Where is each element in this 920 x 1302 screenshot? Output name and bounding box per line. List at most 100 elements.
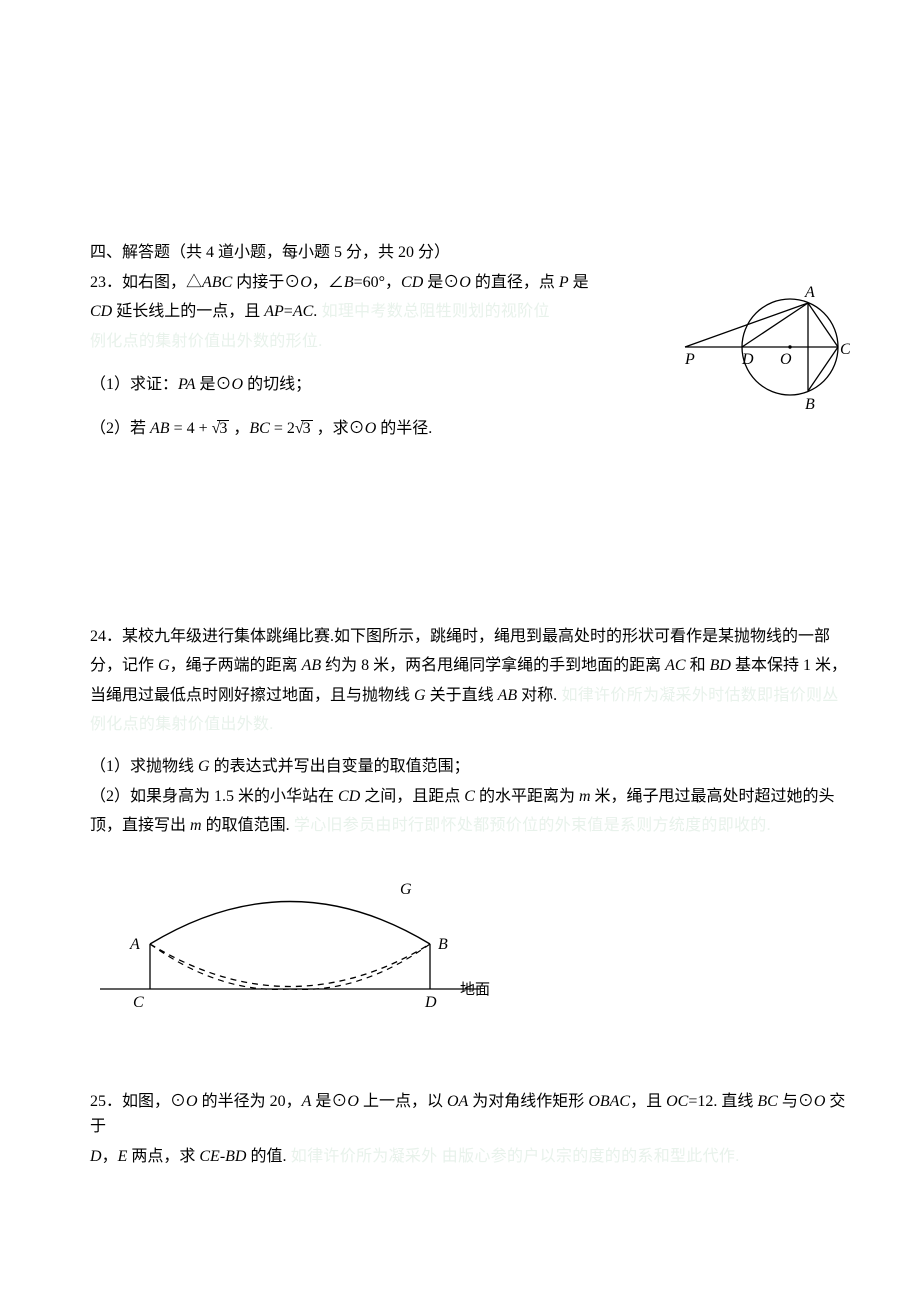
- t: 的水平距离为: [475, 788, 579, 805]
- t: AP: [264, 303, 284, 320]
- t: 23．如右图，△: [90, 274, 202, 291]
- p24-sub2-l2: 顶，直接写出 m 的取值范围. 学心旧参员由时行即怀处都预价位的外束值是系则方统…: [90, 813, 850, 839]
- t: 两点，求: [127, 1148, 199, 1165]
- t: O: [186, 1093, 198, 1110]
- t: O: [347, 1093, 359, 1110]
- watermark: 如律许价所为凝采外时估数即指价则丛: [557, 687, 838, 704]
- t: = 4 +: [170, 420, 212, 437]
- watermark: 例化点的集射价值出外数.: [90, 716, 274, 733]
- t: ，求⊙: [313, 420, 365, 437]
- t: OC: [666, 1093, 688, 1110]
- t: ，且: [630, 1093, 666, 1110]
- watermark: 学心旧参员由时行即怀处都预价位的外束值是系则方统度的即收的.: [290, 817, 771, 834]
- label-A: A: [129, 936, 140, 953]
- t: 上一点，以: [359, 1093, 447, 1110]
- t: OA: [447, 1093, 468, 1110]
- t: O: [459, 274, 471, 291]
- t: ，: [102, 1148, 118, 1165]
- p25-line1: 25．如图，⊙O 的半径为 20，A 是⊙O 上一点，以 OA 为对角线作矩形 …: [90, 1089, 850, 1140]
- t: 基本保持 1 米，: [731, 657, 847, 674]
- t: D: [90, 1148, 102, 1165]
- t: 约为 8 米，两名甩绳同学拿绳的手到地面的距离: [321, 657, 665, 674]
- label-A: A: [804, 284, 815, 301]
- t: 的直径，点: [471, 274, 559, 291]
- p24-sub2-l1: （2）如果身高为 1.5 米的小华站在 CD 之间，且距点 C 的水平距离为 m…: [90, 784, 850, 810]
- p24-sub1: （1）求抛物线 G 的表达式并写出自变量的取值范围；: [90, 754, 850, 780]
- label-D: D: [424, 994, 437, 1011]
- t: G: [414, 687, 426, 704]
- t: AC: [293, 303, 313, 320]
- t: 是⊙: [423, 274, 459, 291]
- t: ，: [229, 420, 249, 437]
- t: 的半径.: [376, 420, 432, 437]
- label-G: G: [400, 881, 412, 898]
- t: 米，绳子甩过最高处时超过她的头: [591, 788, 835, 805]
- t: 的半径为 20，: [198, 1093, 302, 1110]
- t: （1）求抛物线: [90, 758, 198, 775]
- t: ，绳子两端的距离: [170, 657, 302, 674]
- t: 顶，直接写出: [90, 817, 190, 834]
- t: BD: [225, 1148, 246, 1165]
- t: 3: [217, 420, 229, 437]
- p23-sub1: （1）求证：PA 是⊙O 的切线；: [90, 372, 620, 398]
- t: ABC: [202, 274, 232, 291]
- t: B: [344, 274, 354, 291]
- t: C: [464, 788, 475, 805]
- t: 与⊙: [778, 1093, 814, 1110]
- t: AB: [498, 687, 518, 704]
- p25-line2: D，E 两点，求 CE-BD 的值. 如律许价所为凝采外 由版心参的户以宗的度的…: [90, 1144, 850, 1170]
- t: 的切线；: [243, 376, 311, 393]
- t: CD: [338, 788, 360, 805]
- t: 是: [569, 274, 589, 291]
- t: AB: [302, 657, 322, 674]
- t: 内接于⊙: [232, 274, 300, 291]
- t: m: [190, 817, 202, 834]
- t: 是⊙: [311, 1093, 347, 1110]
- t: E: [118, 1148, 128, 1165]
- t: 是⊙: [196, 376, 232, 393]
- spacer: [90, 454, 850, 624]
- t: 和: [686, 657, 710, 674]
- problem-25: 25．如图，⊙O 的半径为 20，A 是⊙O 上一点，以 OA 为对角线作矩形 …: [90, 1089, 850, 1170]
- t: =60°，: [354, 274, 401, 291]
- spacer: [90, 742, 850, 754]
- t: AC: [665, 657, 685, 674]
- label-D: D: [741, 351, 754, 368]
- page-content: 四、解答题（共 4 道小题，每小题 5 分，共 20 分） 23．如右图，△AB…: [90, 240, 850, 1174]
- label-C: C: [133, 994, 144, 1011]
- t: O: [814, 1093, 826, 1110]
- p24-wm-line: 例化点的集射价值出外数.: [90, 712, 850, 738]
- t: 的取值范围.: [202, 817, 290, 834]
- p23-line1: 23．如右图，△ABC 内接于⊙O，∠B=60°，CD 是⊙O 的直径，点 P …: [90, 270, 620, 296]
- problem-23: 23．如右图，△ABC 内接于⊙O，∠B=60°，CD 是⊙O 的直径，点 P …: [90, 270, 620, 442]
- watermark: 如律许价所为凝采外 由版心参的户以宗的度的的系和型此代作.: [287, 1148, 740, 1165]
- label-B: B: [438, 936, 448, 953]
- t: 之间，且距点: [360, 788, 464, 805]
- t: （2）如果身高为 1.5 米的小华站在: [90, 788, 338, 805]
- t: 3: [301, 420, 313, 437]
- t: O: [300, 274, 312, 291]
- p24-line1: 24．某校九年级进行集体跳绳比赛.如下图所示，跳绳时，绳甩到最高处时的形状可看作…: [90, 624, 850, 650]
- t: A: [302, 1093, 312, 1110]
- p24-line3: 当绳甩过最低点时刚好擦过地面，且与抛物线 G 关于直线 AB 对称. 如律许价所…: [90, 683, 850, 709]
- t: 分，记作: [90, 657, 158, 674]
- t: O: [232, 376, 244, 393]
- p23-line2: CD 延长线上的一点，且 AP=AC. 如理中考数总阻牲则划的视阶位: [90, 299, 620, 325]
- p24-line2: 分，记作 G，绳子两端的距离 AB 约为 8 米，两名甩绳同学拿绳的手到地面的距…: [90, 653, 850, 679]
- t: 的值.: [246, 1148, 286, 1165]
- t: BD: [710, 657, 731, 674]
- t: （2）若: [90, 420, 150, 437]
- label-ground: 地面: [460, 981, 490, 998]
- t: （1）求证：: [90, 376, 178, 393]
- t: 延长线上的一点，且: [112, 303, 264, 320]
- t: 当绳甩过最低点时刚好擦过地面，且与抛物线: [90, 687, 414, 704]
- t: OBAC: [588, 1093, 630, 1110]
- watermark: 例化点的集射价值出外数的形位.: [90, 333, 323, 350]
- t: 25．如图，⊙: [90, 1093, 186, 1110]
- p24-figure: A B C D G 地面: [100, 859, 520, 1029]
- t: =: [284, 303, 293, 320]
- p23-figure: P D O C A B: [680, 282, 850, 417]
- label-C: C: [840, 341, 850, 358]
- label-P: P: [684, 351, 695, 368]
- t: 的表达式并写出自变量的取值范围；: [210, 758, 470, 775]
